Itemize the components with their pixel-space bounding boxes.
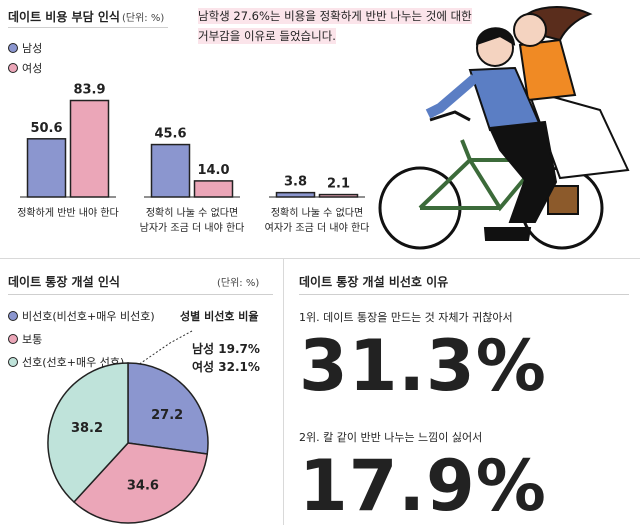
quote-text: 남학생 27.6%는 비용을 정확하게 반반 나누는 것에 대한 거부감을 이유… [198, 6, 472, 46]
cost-bar-chart: 50.6 83.9 정확하게 반반 내야 한다 45.6 14.0 정확히 나눌 수 없다… [17, 6, 630, 250]
legend-neutral-label: 보통 [22, 333, 43, 346]
legend-nonprefer: 비선호(비선호+매우 비선호) [8, 308, 155, 324]
pie-slice-1 [72, 442, 209, 524]
reason-2-label: 2위. 칼 같이 반반 나누는 느낌이 싫어서 [299, 431, 483, 444]
legend-nonprefer-label: 비선호(비선호+매우 비선호) [22, 310, 155, 323]
pie-slice-2 [47, 362, 129, 504]
woman-sweater [518, 38, 577, 102]
cost-chart-unit: (단위: %) [122, 13, 165, 24]
bar-0-0 [26, 138, 67, 198]
bar-value-label-2-0: 3.8 [284, 175, 307, 190]
bar-value-label-2-1: 2.1 [327, 177, 350, 192]
legend-prefer-swatch [8, 357, 18, 367]
legend-prefer: 선호(선호+매우 선호) [8, 354, 124, 370]
pie-slice-0 [127, 362, 209, 455]
legend-female: 여성 [8, 60, 42, 76]
pie-value-label-1: 34.6 [127, 478, 159, 493]
legend-prefer-label: 선호(선호+매우 선호) [22, 356, 125, 369]
man-hair [475, 27, 516, 46]
bar-1-0 [150, 143, 191, 198]
legend-neutral-swatch [8, 334, 18, 344]
account-pie-chart: 27.2 34.6 38.2 [47, 330, 209, 524]
reasons-title-rule [299, 294, 629, 295]
woman-head [513, 13, 547, 47]
vertical-divider [283, 258, 284, 525]
bicycle-frame [418, 127, 564, 212]
reason-1-value: 31.3% [299, 325, 547, 407]
category-label-2-1: 여자가 조금 더 내야 한다 [265, 222, 370, 234]
gender-male-rate: 남성 19.7% [192, 342, 260, 356]
bar-value-label-1-1: 14.0 [197, 163, 229, 178]
nonprefer-reasons-panel: 데이트 통장 개설 비선호 이유 1위. 데이트 통장을 만드는 것 자체가 귀… [284, 259, 640, 525]
bicycle-handlebar [429, 110, 471, 122]
legend-neutral: 보통 [8, 331, 42, 347]
woman-boot [547, 185, 579, 215]
horizontal-divider [0, 258, 640, 259]
bar-value-label-0-1: 83.9 [73, 83, 105, 98]
bar-value-label-1-0: 45.6 [154, 127, 186, 142]
man-shoe [483, 227, 532, 241]
category-label-2-0: 정확히 나눌 수 없다면 [271, 206, 363, 219]
pie-value-label-0: 27.2 [151, 408, 183, 423]
reason-1-label: 1위. 데이트 통장을 만드는 것 자체가 귀찮아서 [299, 311, 513, 324]
legend-nonprefer-swatch [8, 311, 18, 321]
callout-line [137, 330, 193, 366]
reason-2-value: 17.9% [299, 445, 547, 527]
couple-bicycle-illustration [378, 6, 630, 250]
cost-perception-panel: 데이트 비용 부담 인식 (단위: %) 남성 여성 남학생 27.6%는 비용… [0, 0, 640, 255]
man-arm [425, 74, 479, 119]
pie-value-label-2: 38.2 [71, 421, 103, 436]
legend-male-swatch [8, 43, 18, 53]
cost-chart-title: 데이트 비용 부담 인식 [8, 10, 120, 24]
account-perception-panel: 데이트 통장 개설 인식 (단위: %) 비선호(비선호+매우 비선호) 보통 … [0, 259, 283, 525]
account-chart-title: 데이트 통장 개설 인식 [8, 275, 120, 289]
bar-2-0 [275, 191, 316, 198]
man-pants [488, 120, 558, 223]
legend-female-label: 여성 [22, 62, 43, 75]
account-chart-unit: (단위: %) [217, 278, 260, 289]
account-title-rule [8, 294, 273, 295]
legend-male-label: 남성 [22, 42, 43, 55]
category-label-1-1: 남자가 조금 더 내야 한다 [140, 222, 245, 234]
quote-line2: 거부감을 이유로 들었습니다. [198, 28, 336, 44]
reasons-title: 데이트 통장 개설 비선호 이유 [299, 275, 449, 289]
bar-value-label-0-0: 50.6 [30, 121, 62, 136]
quote-rest-line1: 비용을 정확하게 반반 나누는 것에 대한 [280, 8, 472, 24]
legend-female-swatch [8, 63, 18, 73]
bar-0-1 [69, 99, 110, 198]
legend-male: 남성 [8, 40, 42, 56]
cost-title-rule [8, 27, 168, 28]
gender-nonprefer-title: 성별 비선호 비율 [180, 310, 259, 323]
category-label-0-0: 정확하게 반반 내야 한다 [17, 206, 119, 219]
quote-highlight: 남학생 27.6%는 [198, 8, 281, 24]
category-label-1-0: 정확히 나눌 수 없다면 [146, 206, 238, 219]
bar-1-1 [193, 180, 234, 198]
gender-female-rate: 여성 32.1% [192, 360, 260, 374]
